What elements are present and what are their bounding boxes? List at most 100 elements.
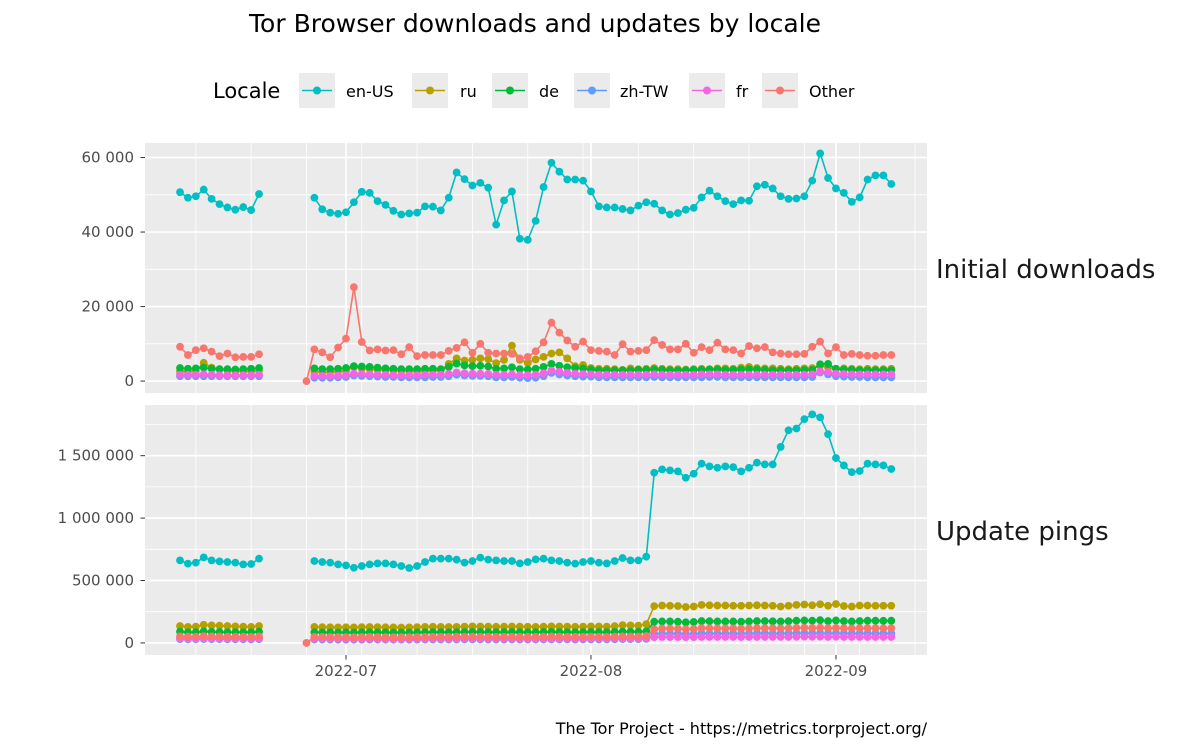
data-point-ru (531, 355, 540, 364)
data-point-de (571, 364, 580, 372)
data-point-Other (255, 350, 263, 359)
data-point-ru (476, 622, 485, 631)
data-point-de (871, 616, 880, 625)
data-point-en-US (413, 208, 422, 217)
facet-panels: 0 20 000 40 000 60 000 Initial downloads 0 500… (58, 143, 1155, 680)
data-point-ru (555, 622, 564, 631)
data-point-en-US (642, 198, 651, 207)
data-point-fr (674, 633, 682, 641)
data-point-fr (808, 632, 817, 641)
data-point-Other (484, 632, 493, 641)
x-tick-label: 2022-08 (560, 662, 623, 680)
data-point-fr (650, 633, 659, 642)
data-point-Other (405, 343, 414, 352)
data-point-en-US (555, 167, 564, 176)
data-point-fr (729, 370, 738, 379)
data-point-de (444, 363, 453, 371)
data-point-en-US (579, 558, 587, 566)
data-point-en-US (318, 558, 327, 566)
data-point-Other (681, 625, 690, 634)
data-point-Other (405, 633, 414, 642)
legend-item-de: de (492, 73, 559, 108)
data-point-fr (508, 370, 516, 379)
data-point-en-US (808, 176, 817, 185)
data-point-en-US (832, 184, 840, 193)
legend-item-fr: fr (689, 73, 749, 108)
data-point-Other (563, 632, 572, 641)
data-point-fr (239, 371, 248, 380)
data-point-fr (381, 370, 390, 379)
data-point-fr (397, 371, 406, 380)
data-point-en-US (421, 558, 429, 566)
data-point-Other (421, 351, 429, 359)
data-point-fr (650, 370, 659, 379)
data-point-fr (666, 633, 674, 641)
data-point-Other (373, 633, 382, 641)
data-point-de (760, 617, 769, 625)
data-point-fr (784, 633, 793, 641)
data-point-fr (223, 371, 232, 380)
data-point-en-US (760, 460, 769, 469)
data-point-en-US (184, 193, 192, 202)
data-point-ru (539, 352, 548, 361)
data-point-Other (579, 632, 587, 641)
data-point-en-US (421, 202, 429, 211)
data-point-Other (215, 352, 224, 361)
data-point-Other (531, 347, 540, 356)
data-point-en-US (745, 196, 753, 205)
data-point-Other (832, 343, 840, 352)
data-point-Other (397, 350, 406, 359)
data-point-Other (737, 624, 746, 633)
data-point-en-US (650, 199, 659, 208)
data-point-en-US (832, 454, 840, 462)
data-point-Other (247, 352, 256, 361)
data-point-ru (634, 621, 643, 630)
data-point-fr (476, 369, 485, 378)
data-point-en-US (381, 559, 390, 568)
data-point-ru (310, 623, 319, 631)
data-point-ru (839, 602, 848, 610)
data-point-Other (784, 350, 793, 359)
data-point-en-US (839, 189, 848, 197)
data-point-Other (594, 346, 603, 355)
series-Other (176, 283, 896, 385)
data-point-de (800, 616, 809, 625)
data-point-de (832, 616, 840, 625)
data-point-de (223, 365, 232, 374)
data-point-de (539, 363, 548, 371)
data-point-Other (436, 632, 445, 641)
data-point-en-US (579, 176, 587, 185)
data-point-de (547, 360, 556, 368)
data-point-en-US (334, 209, 342, 218)
data-point-Other (808, 342, 817, 351)
data-point-en-US (373, 197, 382, 206)
data-point-ru (468, 355, 477, 364)
data-point-en-US (594, 202, 603, 211)
data-point-en-US (610, 557, 619, 565)
data-point-Other (571, 632, 580, 641)
data-point-en-US (476, 553, 485, 562)
data-point-de (721, 617, 730, 626)
data-point-en-US (239, 560, 248, 569)
data-point-Other (587, 632, 595, 641)
data-point-Other (444, 633, 453, 641)
data-point-Other (658, 624, 666, 633)
data-point-ru (610, 622, 619, 631)
data-point-de (421, 364, 429, 373)
series-fr (176, 366, 896, 380)
data-point-en-US (334, 560, 342, 569)
data-point-en-US (855, 193, 864, 202)
data-point-en-US (357, 562, 366, 570)
data-point-ru (468, 622, 477, 631)
data-point-fr (579, 370, 587, 378)
data-point-Other (816, 623, 825, 632)
data-point-Other (381, 346, 390, 355)
data-point-ru (816, 600, 825, 609)
data-point-Other (847, 624, 856, 633)
data-point-ru (563, 622, 572, 631)
data-point-de (792, 616, 801, 625)
data-point-fr (729, 633, 738, 641)
data-point-ru (587, 622, 595, 631)
data-point-ru (642, 620, 651, 629)
